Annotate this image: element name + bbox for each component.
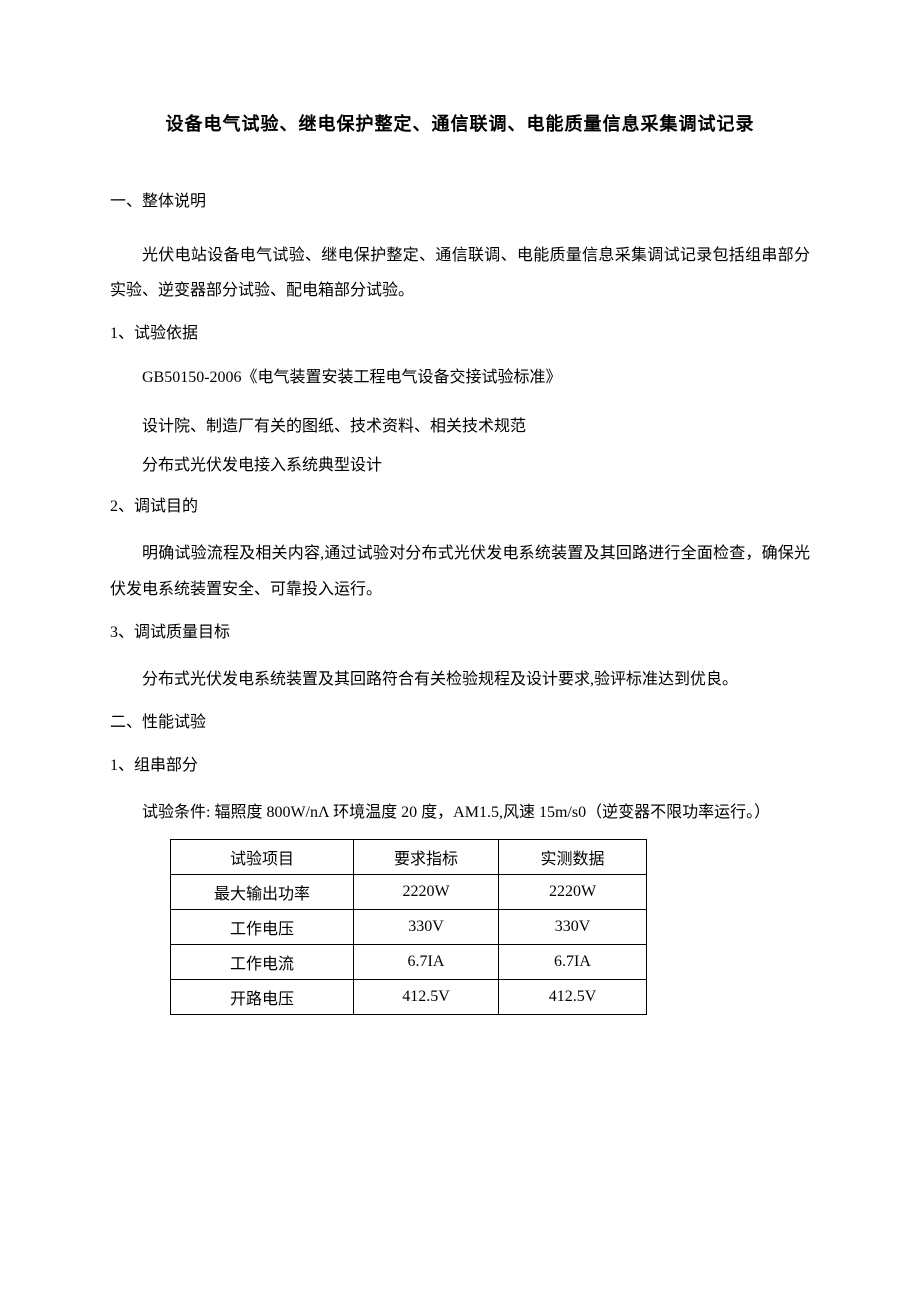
section-1-intro: 光伏电站设备电气试验、继电保护整定、通信联调、电能质量信息采集调试记录包括组串部… (110, 238, 810, 308)
item-1-line-3: 分布式光伏发电接入系统典型设计 (110, 448, 810, 483)
test-table-wrap: 试验项目 要求指标 实测数据 最大输出功率 2220W 2220W 工作电压 3… (170, 839, 810, 1015)
item-2-heading: 2、调试目的 (110, 489, 810, 524)
table-row: 开路电压 412.5V 412.5V (171, 979, 647, 1014)
table-header-row: 试验项目 要求指标 实测数据 (171, 839, 647, 874)
table-cell: 6.7IA (499, 944, 647, 979)
test-results-table: 试验项目 要求指标 实测数据 最大输出功率 2220W 2220W 工作电压 3… (170, 839, 647, 1015)
table-header-cell: 试验项目 (171, 839, 354, 874)
table-row: 最大输出功率 2220W 2220W (171, 874, 647, 909)
item-1-line-1: GB50150-2006《电气装置安装工程电气设备交接试验标准》 (110, 360, 810, 395)
section-2-item-1-heading: 1、组串部分 (110, 748, 810, 783)
section-1-heading: 一、整体说明 (110, 186, 810, 218)
item-2-para: 明确试验流程及相关内容,通过试验对分布式光伏发电系统装置及其回路进行全面检查，确… (110, 536, 810, 606)
table-cell: 工作电压 (171, 909, 354, 944)
test-condition: 试验条件: 辐照度 800W/nΛ 环境温度 20 度，AM1.5,风速 15m… (110, 795, 810, 830)
table-header-cell: 要求指标 (354, 839, 499, 874)
table-cell: 工作电流 (171, 944, 354, 979)
item-1-heading: 1、试验依据 (110, 316, 810, 351)
item-1-line-2: 设计院、制造厂有关的图纸、技术资料、相关技术规范 (110, 409, 810, 444)
table-cell: 2220W (499, 874, 647, 909)
table-cell: 412.5V (499, 979, 647, 1014)
item-3-heading: 3、调试质量目标 (110, 615, 810, 650)
table-cell: 最大输出功率 (171, 874, 354, 909)
table-cell: 开路电压 (171, 979, 354, 1014)
table-header-cell: 实测数据 (499, 839, 647, 874)
item-3-para: 分布式光伏发电系统装置及其回路符合有关检验规程及设计要求,验评标准达到优良。 (110, 662, 810, 697)
table-cell: 2220W (354, 874, 499, 909)
section-2-heading: 二、性能试验 (110, 705, 810, 740)
table-row: 工作电压 330V 330V (171, 909, 647, 944)
table-row: 工作电流 6.7IA 6.7IA (171, 944, 647, 979)
table-cell: 6.7IA (354, 944, 499, 979)
table-cell: 412.5V (354, 979, 499, 1014)
table-cell: 330V (354, 909, 499, 944)
document-title: 设备电气试验、继电保护整定、通信联调、电能质量信息采集调试记录 (110, 110, 810, 136)
table-cell: 330V (499, 909, 647, 944)
